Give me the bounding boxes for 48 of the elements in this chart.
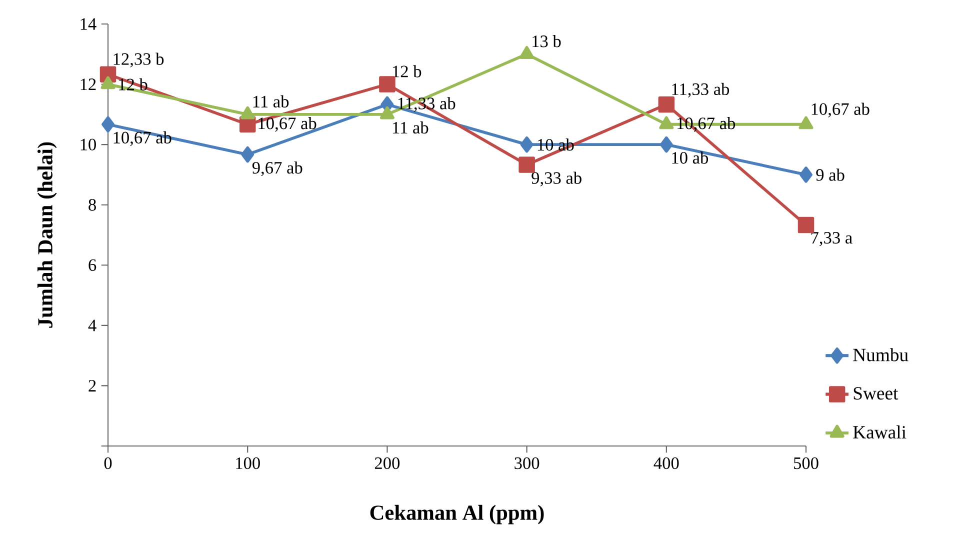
point: [520, 46, 534, 59]
point: [241, 146, 254, 163]
legend-label: Numbu: [853, 348, 908, 362]
data-label: 11 ab: [393, 121, 428, 134]
data-label: 9,67 ab: [252, 161, 302, 176]
y-axis-title: Jumlah Daun (helai): [37, 142, 57, 328]
legend-label: Sweet: [854, 387, 898, 400]
y-tick-label: 8: [88, 199, 96, 211]
y-tick-label: 4: [88, 320, 96, 332]
point: [659, 116, 674, 130]
point: [798, 216, 814, 234]
point: [658, 96, 675, 113]
point: [660, 136, 673, 153]
data-label: 9 ab: [816, 168, 844, 181]
y-tick-label: 10: [80, 138, 96, 150]
data-label: 7,33 a: [811, 232, 852, 246]
point: [800, 166, 812, 183]
x-axis-title: Cekaman Al (ppm): [370, 504, 544, 524]
data-label: 10,67 ab: [678, 117, 736, 132]
point: [379, 76, 396, 92]
x-tick-label: 200: [374, 457, 400, 470]
x-tick-label: 500: [794, 457, 818, 470]
x-tick-label: 300: [514, 457, 540, 470]
data-label: 10 ab: [538, 138, 574, 151]
data-label: 12,33 b: [114, 52, 164, 68]
point: [240, 106, 255, 120]
data-label: 11,33 ab: [672, 82, 730, 98]
data-label: 10,67 ab: [812, 102, 870, 118]
y-tick-label: 6: [88, 259, 96, 271]
data-label: 10 ab: [672, 152, 708, 164]
y-tick-label: 2: [88, 380, 96, 392]
point: [798, 116, 814, 130]
point: [100, 76, 116, 90]
point: [518, 156, 535, 173]
point: [520, 136, 534, 153]
legend-label: Kawali: [853, 425, 906, 439]
data-label: 13 b: [532, 35, 561, 48]
x-tick-label: 400: [654, 457, 679, 470]
data-label: 11 ab: [253, 95, 289, 108]
y-tick-label: 12: [80, 78, 96, 90]
x-tick-label: 0: [104, 457, 112, 470]
data-label: 10,67 ab: [258, 117, 316, 132]
data-label: 12 b: [393, 65, 422, 78]
point: [102, 116, 114, 133]
point: [380, 106, 394, 120]
data-label: 9,33 ab: [532, 172, 582, 186]
y-tick-label: 14: [80, 18, 96, 30]
x-tick-label: 100: [236, 457, 260, 470]
